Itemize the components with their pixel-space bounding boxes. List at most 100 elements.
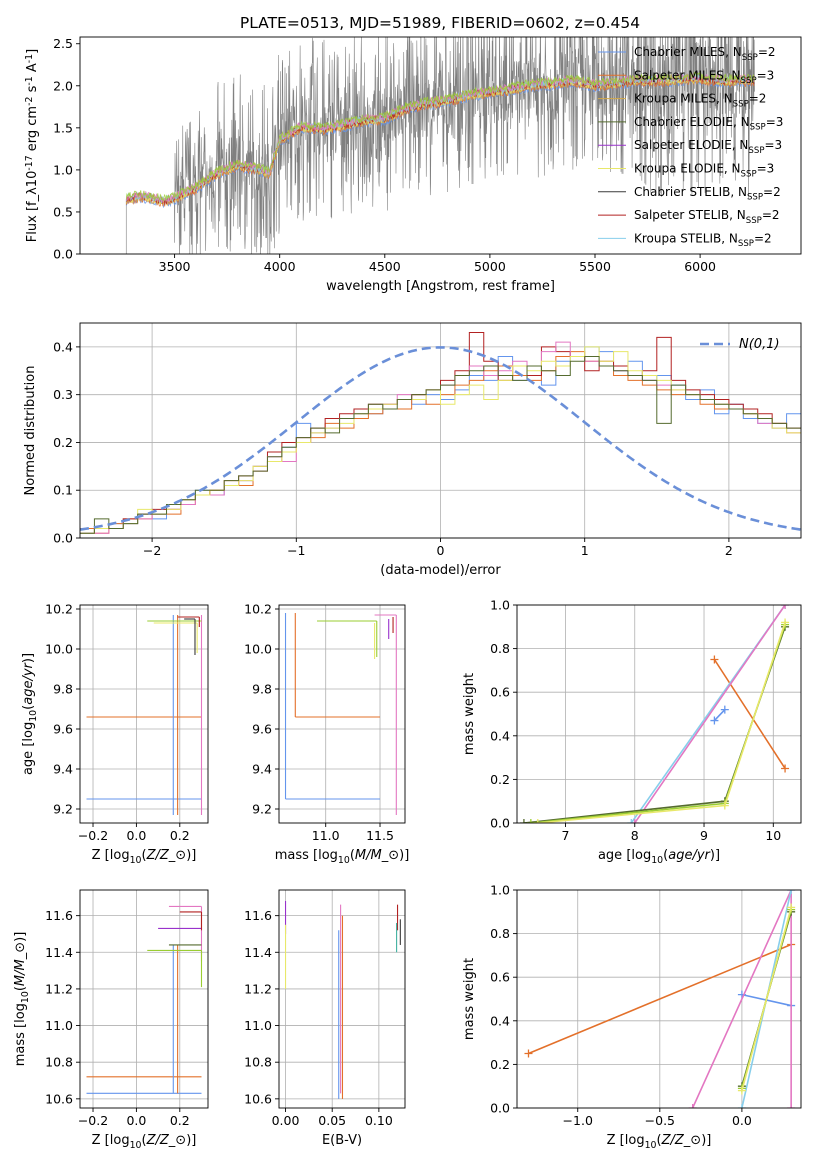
- error-bar-point: [294, 613, 381, 718]
- label-part: ]: [25, 49, 40, 54]
- x-tick-label: 4000: [264, 259, 296, 274]
- weight-marker: [787, 1104, 796, 1108]
- plot-area: [284, 613, 397, 815]
- x-tick-label: −2: [143, 543, 161, 558]
- plot-area: [284, 900, 401, 1099]
- plot-area: [86, 905, 203, 1094]
- label-part: =2: [758, 45, 776, 59]
- y-tick-label: 0.2: [490, 772, 510, 787]
- y-tick-label: 1.5: [53, 120, 73, 135]
- label-part: =2: [763, 185, 781, 199]
- y-tick-label: 11.2: [45, 981, 73, 996]
- y-axis-label: Flux [f_λ10-17 erg cm-2 s-1 A-1]: [24, 49, 40, 242]
- x-tick-label: 0.0: [732, 1113, 752, 1128]
- y-axis-label: age [log10(age/yr)]: [21, 653, 39, 775]
- error-bar-point: [317, 620, 378, 657]
- x-tick-label: 11.5: [366, 828, 394, 843]
- y-axis-label: mass [log10(M/M_⊙)]: [13, 932, 31, 1067]
- axes-frame: [516, 604, 802, 824]
- panel-spectrum: 3500 4000 4500 5000 5500 6000 0.0 0.5 1.0 1.5 2.0 2…: [24, 36, 802, 294]
- weight-marker: [781, 618, 790, 627]
- label-part: Salpeter STELIB, N: [634, 208, 746, 222]
- label-part: 10: [28, 710, 39, 722]
- y-tick-label: 0.4: [490, 1013, 510, 1028]
- x-tick-label: 5500: [579, 259, 611, 274]
- axes: −0.2 0.0 0.29.29.49.69.810.010.2Z [log10(Z…: [21, 602, 209, 866]
- y-tick-label: 11.0: [45, 1018, 73, 1033]
- x-axis-label: (data-model)/error: [380, 563, 501, 578]
- axes-frame: [278, 889, 406, 1109]
- y-tick-label: 9.6: [53, 722, 73, 737]
- y-tick-label: 10.6: [244, 1091, 272, 1106]
- label-part: )]: [186, 1133, 196, 1148]
- x-axis-label: E(B-V): [322, 1133, 362, 1148]
- y-tick-label: 10.6: [45, 1091, 73, 1106]
- label-part: mass weight: [462, 958, 477, 1040]
- y-tick-label: 1.0: [490, 598, 510, 613]
- y-tick-label: 11.4: [244, 945, 272, 960]
- label-part: Chabrier ELODIE, N: [634, 115, 750, 129]
- y-axis-label: Normed distribution: [23, 366, 38, 496]
- gaussian-curve: [80, 346, 801, 531]
- y-tick-label: 0.0: [490, 816, 510, 831]
- error-bar-point: [177, 616, 200, 627]
- panel-residuals: −2 −1 0 1 2 0.0 0.1 0.2 0.3 0.4 (data-model)/error…: [23, 322, 802, 578]
- x-tick-label: 5000: [474, 259, 506, 274]
- label-part: mass [log: [13, 1003, 28, 1066]
- histogram-series: [80, 355, 801, 534]
- label-part: Chabrier STELIB, N: [634, 185, 747, 199]
- weight-marker: [630, 819, 639, 823]
- label-part: (: [657, 1133, 662, 1148]
- label-part: M/M_⊙: [13, 942, 28, 986]
- label-part: )]: [399, 848, 409, 863]
- label-part: =2: [749, 92, 767, 106]
- plot-area: [80, 332, 801, 534]
- x-axis-label: Z [log10(Z/Z_⊙)]: [92, 1133, 197, 1151]
- label-part: N(0,1): [739, 337, 780, 352]
- y-tick-label: 9.4: [252, 762, 272, 777]
- label-part: )]: [701, 1133, 711, 1148]
- weight-line: [537, 622, 786, 823]
- x-axis-label: wavelength [Angstrom, rest frame]: [326, 279, 555, 294]
- y-tick-label: 0.1: [53, 483, 73, 498]
- label-part: )]: [13, 932, 28, 942]
- legend-label: Salpeter MILES, NSSP=3: [634, 68, 774, 86]
- label-part: Salpeter MILES, N: [634, 68, 741, 82]
- x-tick-label: −0.5: [645, 1113, 675, 1128]
- x-tick-label: 8: [631, 828, 639, 843]
- legend-label: Chabrier MILES, NSSP=2: [634, 45, 776, 63]
- label-part: age [log: [21, 722, 36, 775]
- observed-spectrum: [125, 37, 755, 254]
- label-part: Z/Z_⊙: [661, 1133, 702, 1148]
- weight-marker: [781, 605, 790, 609]
- y-tick-label: 0.0: [53, 531, 73, 546]
- label-part: age/yr: [668, 848, 711, 863]
- y-tick-label: 9.8: [53, 682, 73, 697]
- y-tick-label: 10.0: [244, 642, 272, 657]
- figure-title: PLATE=0513, MJD=51989, FIBERID=0602, z=0…: [240, 14, 640, 32]
- axes-frame: [79, 36, 802, 255]
- weight-marker: [710, 655, 719, 664]
- label-part: -1: [24, 76, 35, 85]
- error-bar-point: [153, 622, 198, 653]
- weight-marker: [787, 903, 796, 912]
- panel-mass_vs_Z: −0.2 0.0 0.2 10.6 10.8 11.0 11.2 11.4 11.6 Z [log…: [13, 889, 209, 1151]
- label-part: wavelength [Angstrom, rest frame]: [326, 279, 555, 294]
- label-part: Kroupa ELODIE, N: [634, 162, 741, 176]
- x-tick-label: 11.0: [312, 828, 340, 843]
- x-tick-label: −1.0: [563, 1113, 593, 1128]
- weight-marker: [533, 819, 542, 823]
- label-part: -2: [24, 96, 35, 105]
- label-part: Salpeter ELODIE, N: [634, 138, 748, 152]
- x-tick-label: 0.0: [126, 1113, 146, 1128]
- error-bar-point: [179, 911, 203, 931]
- label-part: Z [log: [92, 1133, 130, 1148]
- error-bar-point: [184, 618, 196, 655]
- axes-frame: [278, 604, 406, 824]
- plot-area: [524, 890, 796, 1108]
- axes-frame: [79, 604, 209, 824]
- label-part: SSP: [747, 193, 763, 203]
- label-part: SSP: [738, 239, 754, 249]
